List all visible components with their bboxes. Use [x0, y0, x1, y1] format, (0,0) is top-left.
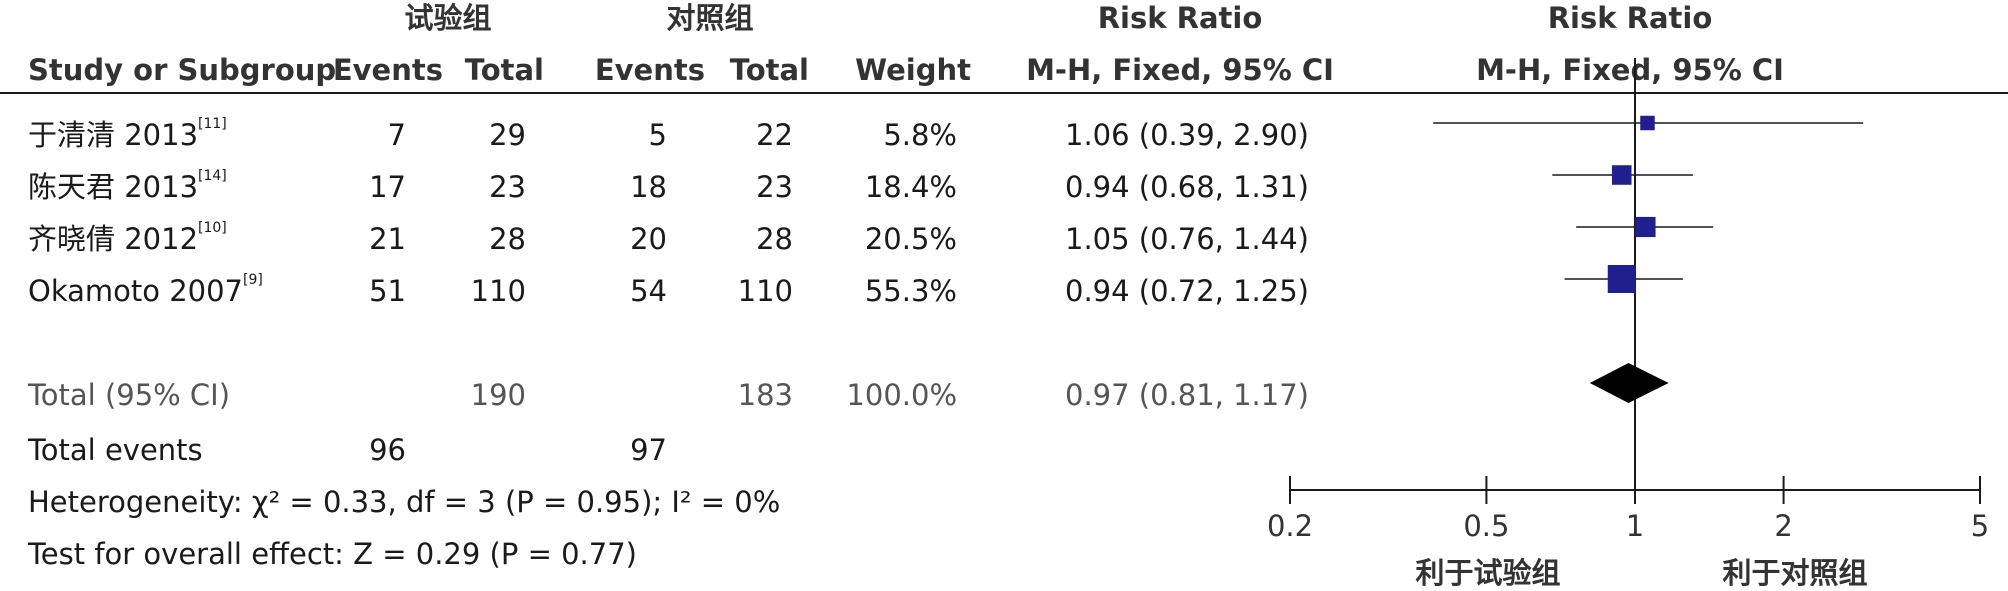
study-name-text: 陈天君 2013 — [28, 170, 199, 204]
risk-ratio-method-header: M-H, Fixed, 95% CI — [1026, 53, 1334, 87]
ctrl-total-cell: 22 — [756, 118, 793, 152]
exp-total-header: Total — [464, 53, 544, 87]
ctrl-total-header: Total — [729, 53, 809, 87]
exp-events-cell: 7 — [387, 118, 406, 152]
x-axis-tick-label: 5 — [1971, 509, 1989, 543]
risk-ratio-ci-cell: 0.94 (0.68, 1.31) — [1065, 170, 1309, 204]
total-label: Total (95% CI) — [28, 378, 231, 412]
exp-events-cell: 17 — [369, 170, 406, 204]
exp-events-cell: 51 — [369, 274, 406, 308]
x-axis-tick-label: 0.2 — [1267, 509, 1313, 543]
ctrl-events-cell: 18 — [630, 170, 667, 204]
experimental-group-header: 试验组 — [404, 1, 492, 35]
study-name: 陈天君 2013[14] — [28, 169, 227, 204]
favours-experimental-label: 利于试验组 — [1415, 556, 1560, 590]
study-point-estimate — [1607, 265, 1636, 293]
total-weight: 100.0% — [846, 378, 957, 412]
x-axis-tick-label: 1 — [1626, 509, 1644, 543]
control-group-header: 对照组 — [666, 1, 754, 35]
ctrl-events-header: Events — [594, 53, 705, 87]
ctrl-events-cell: 54 — [630, 274, 667, 308]
total-ci: 0.97 (0.81, 1.17) — [1065, 378, 1309, 412]
exp-total-cell: 28 — [489, 222, 526, 256]
study-point-estimate — [1611, 165, 1632, 185]
ctrl-events-cell: 20 — [630, 222, 667, 256]
weight-cell: 18.4% — [864, 170, 957, 204]
risk-ratio-ci-cell: 0.94 (0.72, 1.25) — [1065, 274, 1309, 308]
risk-ratio-ci-cell: 1.06 (0.39, 2.90) — [1065, 118, 1309, 152]
study-name: 于清清 2013[11] — [28, 117, 227, 152]
study-reference: [9] — [243, 272, 263, 288]
study-point-estimate — [1635, 216, 1656, 238]
total-events-label: Total events — [28, 433, 203, 467]
exp-total-cell: 23 — [489, 170, 526, 204]
total-ctrl-total: 183 — [737, 378, 793, 412]
total-events-ctrl: 97 — [630, 433, 667, 467]
ctrl-total-cell: 23 — [756, 170, 793, 204]
plot-method-header: M-H, Fixed, 95% CI — [1476, 53, 1784, 87]
overall-effect-text: Test for overall effect: Z = 0.29 (P = 0… — [28, 537, 637, 571]
study-name: 齐晓倩 2012[10] — [28, 221, 227, 256]
x-axis-tick-label: 0.5 — [1463, 509, 1509, 543]
exp-total-cell: 29 — [489, 118, 526, 152]
plot-title: Risk Ratio — [1547, 1, 1713, 35]
favours-control-label: 利于对照组 — [1722, 556, 1867, 590]
study-reference: [14] — [198, 168, 227, 184]
weight-cell: 5.8% — [883, 118, 957, 152]
study-name: Okamoto 2007[9] — [28, 273, 263, 308]
study-name-text: 于清清 2013 — [28, 118, 199, 152]
risk-ratio-ci-cell: 1.05 (0.76, 1.44) — [1065, 222, 1309, 256]
pooled-estimate-diamond — [1589, 363, 1669, 403]
risk-ratio-column-title: Risk Ratio — [1097, 1, 1263, 35]
x-axis-tick-label: 2 — [1774, 509, 1792, 543]
ctrl-events-cell: 5 — [648, 118, 667, 152]
exp-events-cell: 21 — [369, 222, 406, 256]
study-reference: [11] — [198, 116, 227, 132]
study-name-text: Okamoto 2007 — [28, 274, 244, 308]
heterogeneity-text: Heterogeneity: χ² = 0.33, df = 3 (P = 0.… — [28, 485, 781, 519]
study-point-estimate — [1640, 115, 1655, 131]
exp-events-header: Events — [332, 53, 443, 87]
exp-total-cell: 110 — [470, 274, 526, 308]
ctrl-total-cell: 28 — [756, 222, 793, 256]
ctrl-total-cell: 110 — [737, 274, 793, 308]
weight-cell: 20.5% — [864, 222, 957, 256]
study-column-header: Study or Subgroup — [28, 53, 337, 87]
study-reference: [10] — [198, 220, 227, 236]
weight-header: Weight — [855, 53, 971, 87]
header-rule — [0, 92, 2008, 94]
study-name-text: 齐晓倩 2012 — [28, 222, 199, 256]
weight-cell: 55.3% — [864, 274, 957, 308]
total-exp-total: 190 — [470, 378, 526, 412]
total-events-exp: 96 — [369, 433, 406, 467]
